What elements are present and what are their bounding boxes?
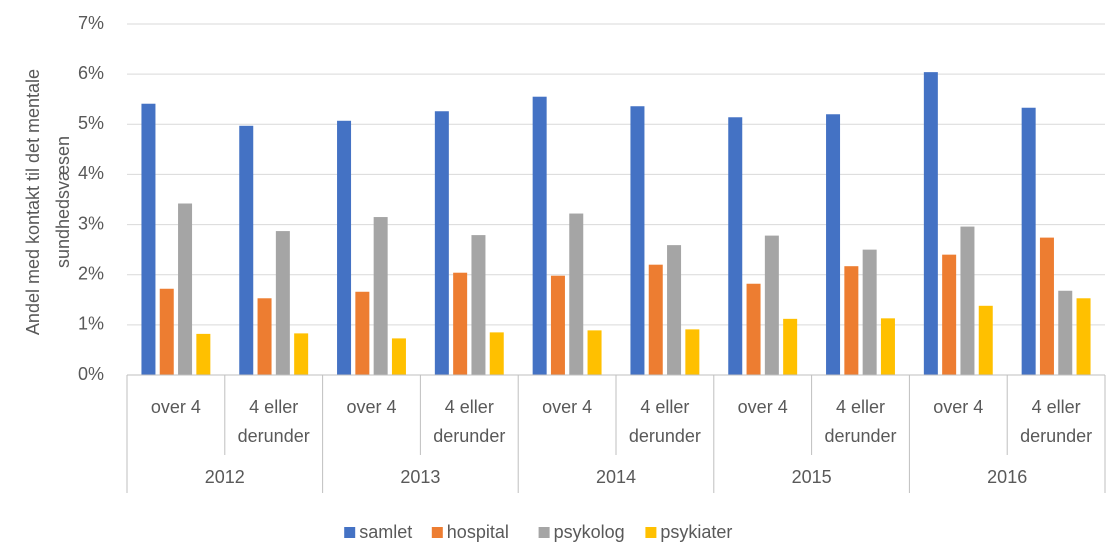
bar [178, 203, 193, 375]
bar [880, 318, 895, 375]
bar [141, 103, 156, 375]
x-tick-label: over 4 [737, 397, 788, 417]
y-tick-label: 7% [78, 13, 104, 33]
y-tick-label: 4% [78, 163, 104, 183]
x-tick-label: over 4 [933, 397, 984, 417]
legend-swatch [645, 527, 657, 538]
bar [923, 72, 938, 375]
group-label: 2014 [596, 467, 636, 487]
y-tick-label: 2% [78, 263, 104, 283]
bar [764, 235, 779, 375]
bar [587, 330, 602, 375]
legend-label: samlet [359, 522, 412, 542]
bar [826, 114, 841, 375]
bar [1021, 107, 1036, 375]
bar [550, 275, 565, 375]
bar [1076, 298, 1091, 375]
x-tick-label: 4 eller derunder [1020, 397, 1093, 446]
y-axis-title: Andel med kontakt til det mentale sundhe… [23, 68, 73, 336]
group-label: 2015 [792, 467, 832, 487]
bar [257, 298, 272, 375]
bar [532, 96, 547, 375]
bar [685, 329, 700, 375]
bar [960, 226, 975, 375]
bar [489, 332, 504, 375]
bar [196, 333, 211, 375]
bar [844, 266, 859, 375]
legend-swatch [431, 527, 443, 538]
bar [1039, 237, 1054, 375]
bar [648, 264, 663, 375]
bar [728, 117, 743, 375]
group-label: 2012 [205, 467, 245, 487]
x-tick-label: 4 eller derunder [237, 397, 310, 446]
bar [746, 283, 761, 375]
y-tick-label: 1% [78, 314, 104, 334]
y-tick-label: 3% [78, 213, 104, 233]
bar [434, 111, 449, 376]
legend-label: hospital [447, 522, 509, 542]
bar [373, 217, 388, 375]
bar [862, 249, 877, 375]
x-tick-label: over 4 [150, 397, 201, 417]
bar [667, 245, 682, 375]
x-tick-label: over 4 [346, 397, 397, 417]
bar [294, 333, 309, 375]
bar [391, 338, 406, 375]
group-label: 2013 [400, 467, 440, 487]
bar [630, 106, 645, 375]
legend-swatch [538, 527, 550, 538]
legend-label: psykolog [554, 522, 625, 542]
bar [275, 231, 290, 375]
y-tick-label: 6% [78, 63, 104, 83]
group-label: 2016 [987, 467, 1027, 487]
bar [942, 254, 957, 375]
legend-swatch [344, 527, 356, 538]
bar [355, 291, 370, 375]
x-tick-label: 4 eller derunder [824, 397, 897, 446]
bar [471, 235, 486, 375]
x-tick-label: 4 eller derunder [628, 397, 701, 446]
bar [783, 318, 798, 375]
bar [337, 120, 352, 375]
bar [159, 288, 174, 375]
bar [978, 305, 993, 375]
y-tick-label: 0% [78, 364, 104, 384]
bar [1058, 290, 1073, 375]
legend-label: psykiater [660, 522, 732, 542]
x-tick-label: over 4 [542, 397, 593, 417]
bar [453, 272, 468, 375]
bar [239, 125, 254, 375]
y-tick-label: 5% [78, 113, 104, 133]
x-tick-label: 4 eller derunder [433, 397, 506, 446]
bar [569, 213, 584, 375]
